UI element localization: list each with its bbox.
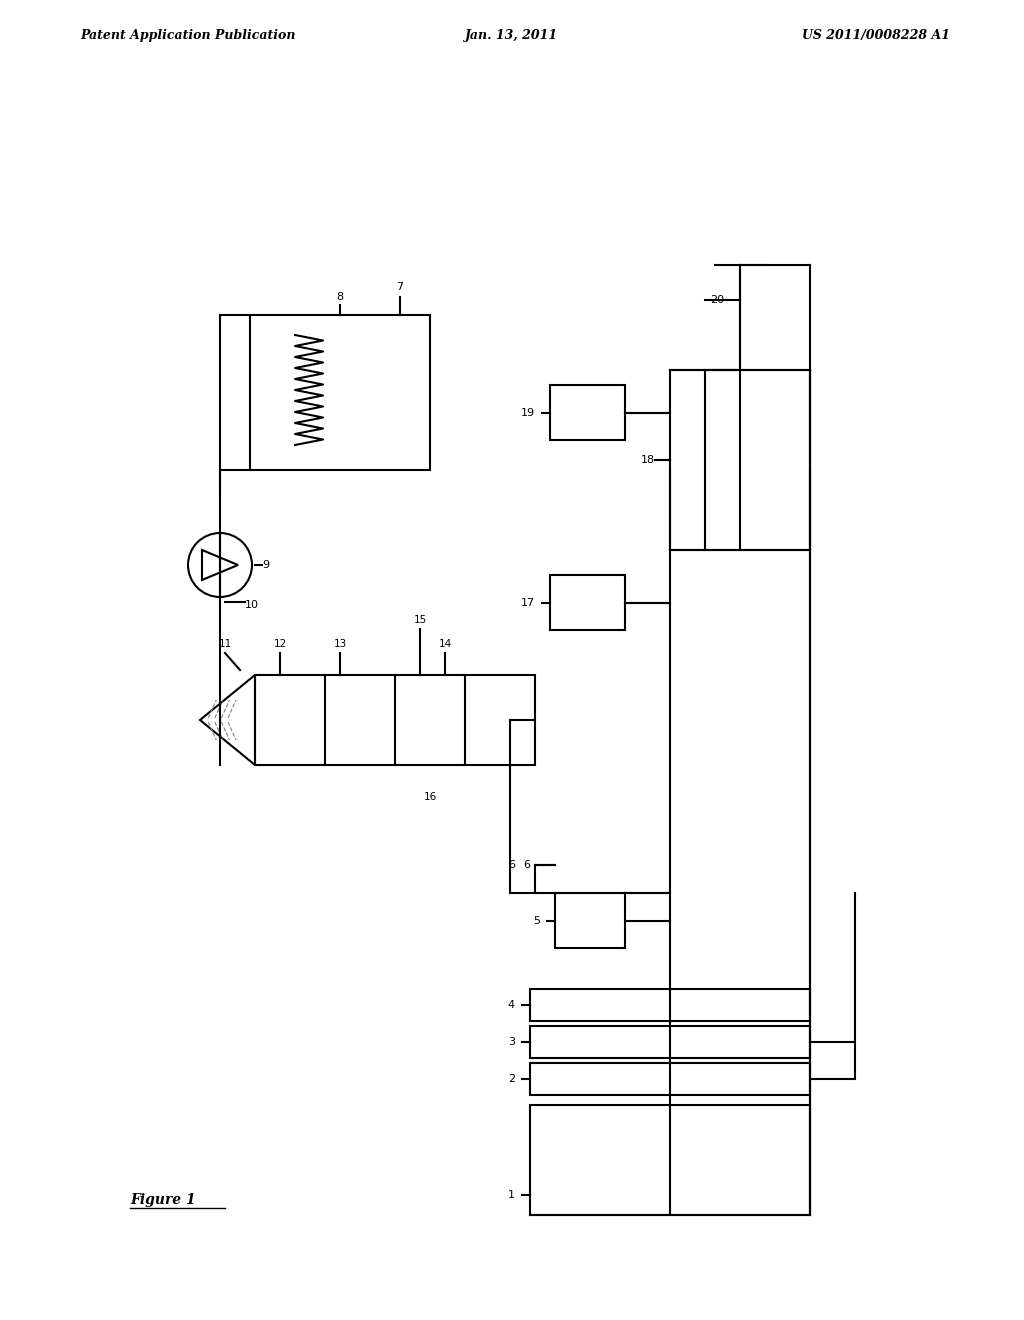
Text: 14: 14 bbox=[438, 639, 452, 649]
Text: 15: 15 bbox=[414, 615, 427, 624]
Text: 7: 7 bbox=[396, 282, 403, 292]
Text: 2: 2 bbox=[508, 1074, 515, 1084]
Text: 5: 5 bbox=[534, 916, 540, 927]
Text: Patent Application Publication: Patent Application Publication bbox=[80, 29, 296, 41]
Text: 11: 11 bbox=[218, 639, 231, 649]
Text: 13: 13 bbox=[334, 639, 347, 649]
Text: 6: 6 bbox=[523, 861, 530, 870]
Bar bbox=[550, 576, 625, 630]
Text: 16: 16 bbox=[423, 792, 436, 803]
Text: 12: 12 bbox=[273, 639, 287, 649]
Text: 9: 9 bbox=[262, 560, 269, 570]
Bar bbox=[670, 370, 810, 550]
Text: 20: 20 bbox=[710, 294, 724, 305]
Bar bbox=[530, 1063, 810, 1096]
Bar bbox=[255, 675, 535, 766]
Bar bbox=[530, 989, 810, 1020]
Text: US 2011/0008228 A1: US 2011/0008228 A1 bbox=[802, 29, 950, 41]
Text: 8: 8 bbox=[337, 292, 344, 302]
Text: 1: 1 bbox=[508, 1191, 515, 1200]
Text: 19: 19 bbox=[521, 408, 535, 418]
Text: 17: 17 bbox=[521, 598, 535, 609]
Text: Figure 1: Figure 1 bbox=[130, 1193, 196, 1206]
Text: Jan. 13, 2011: Jan. 13, 2011 bbox=[466, 29, 558, 41]
Text: 6: 6 bbox=[508, 861, 515, 870]
Bar bbox=[550, 385, 625, 440]
Bar bbox=[530, 1105, 810, 1214]
Bar bbox=[555, 894, 625, 948]
Text: 3: 3 bbox=[508, 1038, 515, 1047]
Text: 18: 18 bbox=[641, 455, 655, 465]
Text: 10: 10 bbox=[245, 601, 259, 610]
Text: 4: 4 bbox=[508, 1001, 515, 1010]
Bar bbox=[250, 315, 430, 470]
Bar bbox=[530, 1026, 810, 1059]
